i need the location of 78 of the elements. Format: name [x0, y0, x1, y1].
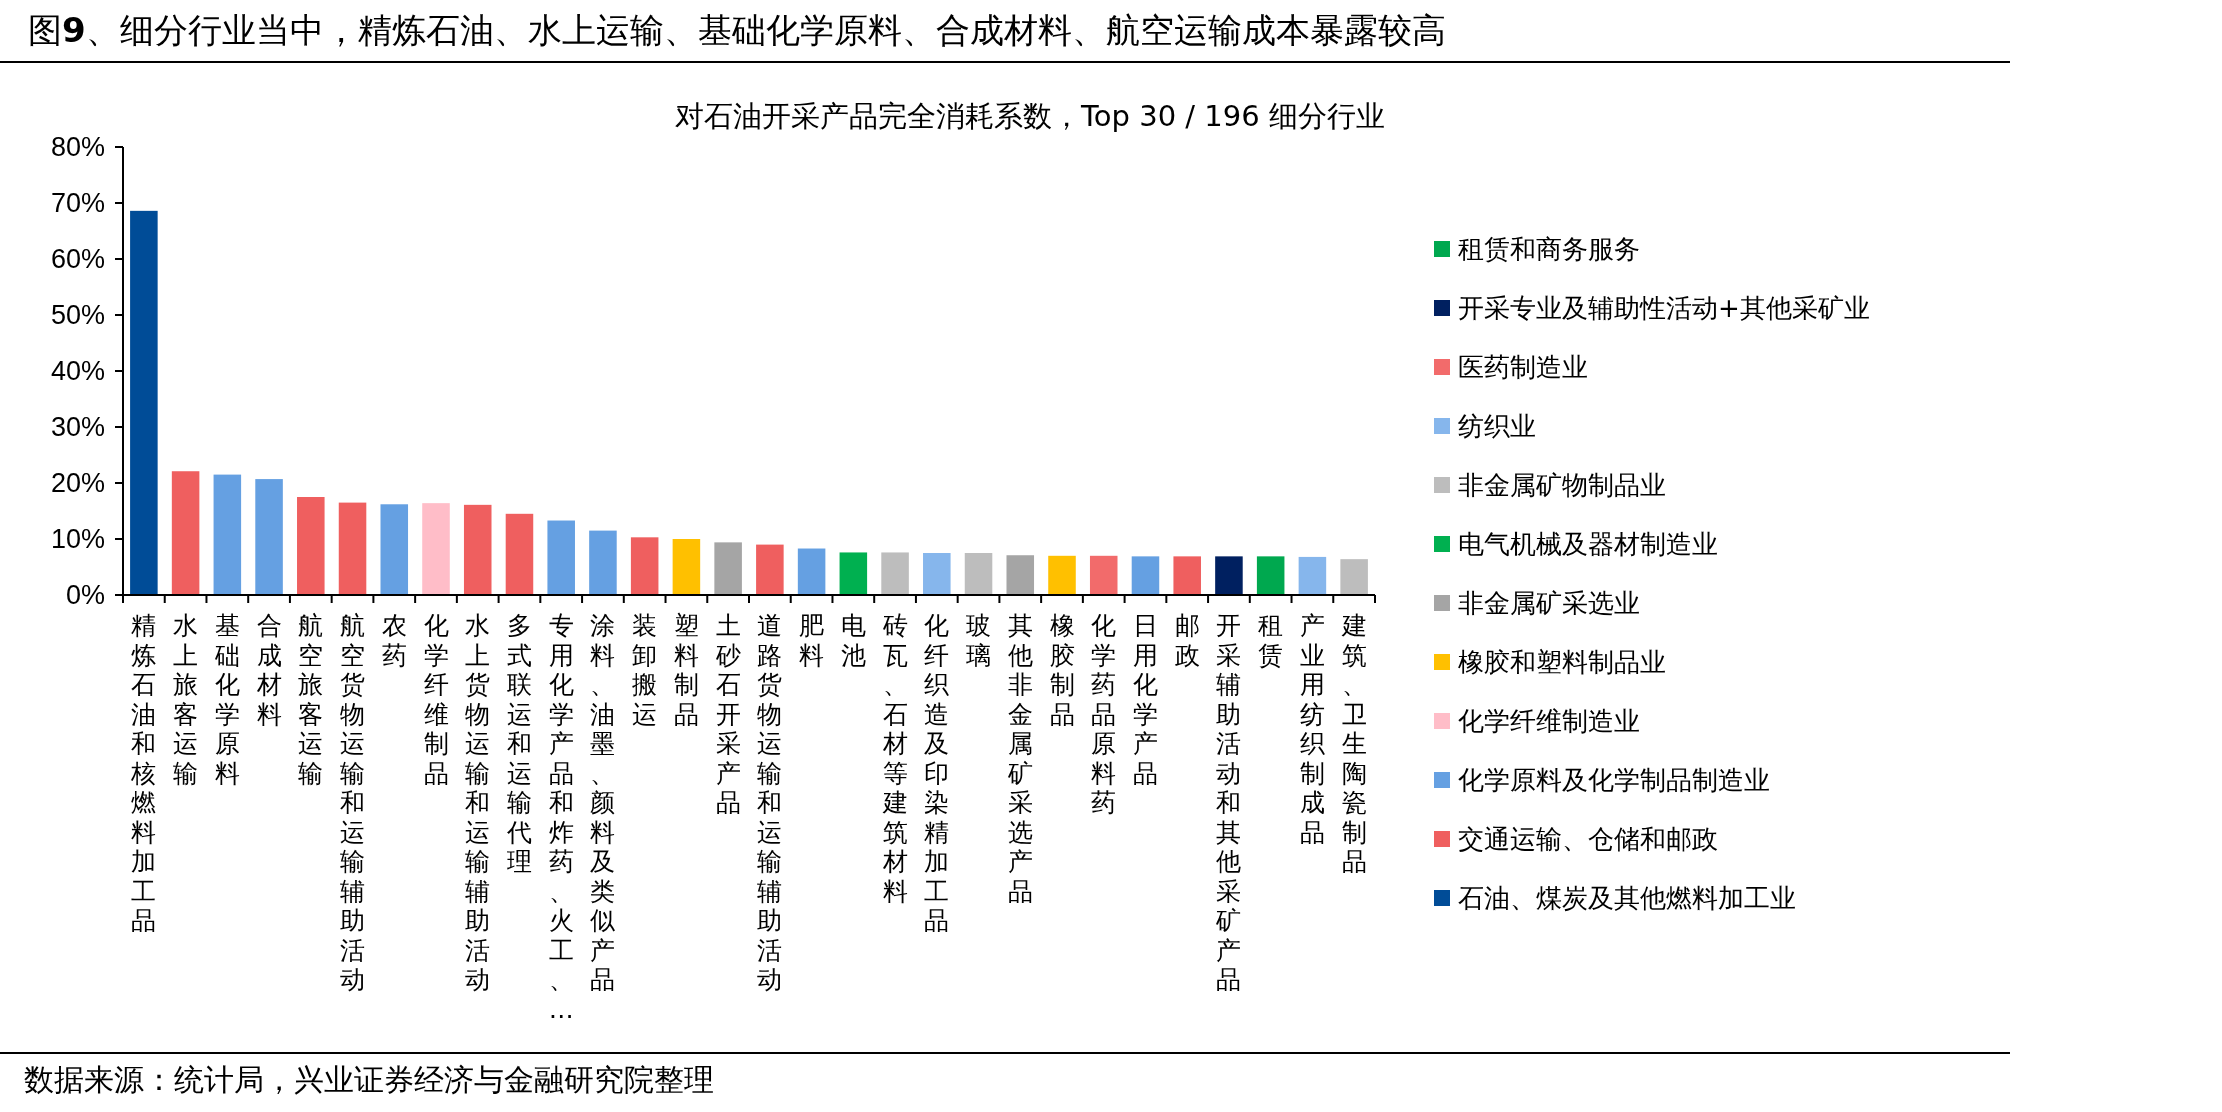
- x-tick-label: 租赁: [1258, 611, 1284, 670]
- legend-label: 石油、煤炭及其他燃料加工业: [1458, 883, 1796, 913]
- legend-label: 医药制造业: [1458, 352, 1588, 382]
- legend-label: 化学纤维制造业: [1458, 706, 1640, 736]
- x-tick-label: 化学药品原料药: [1091, 611, 1117, 817]
- x-tick-label: 橡胶制品: [1049, 611, 1075, 729]
- chart-title: 图9、细分行业当中，精炼石油、水上运输、基础化学原料、合成材料、航空运输成本暴露较高: [28, 10, 1446, 50]
- chart-subtitle: 对石油开采产品完全消耗系数，Top 30 / 196 细分行业: [675, 99, 1385, 133]
- category-label: 专用化学产品和炸药、火工、…: [548, 611, 574, 1024]
- bar: [505, 513, 534, 595]
- category-label: 精炼石油和核燃料加工品: [131, 611, 157, 935]
- legend-label: 开采专业及辅助性活动+其他采矿业: [1458, 293, 1870, 323]
- legend-label: 交通运输、仓储和邮政: [1458, 824, 1718, 854]
- bar: [923, 553, 951, 595]
- bar: [463, 504, 492, 595]
- source-note: 数据来源：统计局，兴业证券经济与金融研究院整理: [24, 1062, 714, 1097]
- category-label: 航空货物运输和运输辅助活动: [340, 611, 366, 994]
- bar: [1131, 556, 1160, 595]
- y-tick-label: 10%: [50, 524, 105, 554]
- y-tick-label: 20%: [50, 468, 105, 498]
- x-tick-label: 化学纤维制品: [423, 611, 449, 788]
- bar: [589, 530, 617, 595]
- x-tick-label: 航空旅客运输: [298, 611, 324, 788]
- bar: [881, 552, 909, 595]
- x-tick-label: 邮政: [1174, 611, 1200, 670]
- y-tick-label: 80%: [50, 132, 105, 162]
- legend-label: 化学原料及化学制品制造业: [1458, 765, 1770, 795]
- legend-label: 非金属矿采选业: [1458, 588, 1640, 618]
- x-tick-label: 水上旅客运输: [173, 611, 199, 788]
- category-label: 道路货物运输和运输辅助活动: [757, 611, 783, 994]
- y-tick-label: 60%: [50, 244, 105, 274]
- bar: [547, 520, 575, 595]
- bar: [1340, 559, 1368, 595]
- bar: [255, 479, 283, 595]
- x-tick-label: 玻璃: [966, 611, 992, 670]
- legend-label: 纺织业: [1458, 411, 1536, 441]
- bar: [672, 539, 701, 595]
- x-tick-label: 日用化学产品: [1132, 611, 1158, 788]
- bar: [630, 537, 659, 595]
- bar: [1298, 556, 1327, 595]
- x-tick-label: 农药: [381, 611, 407, 670]
- x-tick-label: 合成材料: [255, 611, 282, 729]
- bar: [1006, 555, 1035, 595]
- bar: [964, 553, 993, 595]
- x-tick-label: 基础化学原料: [213, 611, 240, 788]
- bar: [338, 502, 367, 595]
- bar: [297, 497, 325, 595]
- bar: [797, 548, 826, 595]
- y-tick-label: 30%: [50, 412, 105, 442]
- legend-label: 租赁和商务服务: [1458, 234, 1640, 264]
- category-label: 水上货物运输和运输辅助活动: [465, 611, 491, 994]
- category-label: 其他非金属矿采选产品: [1007, 611, 1033, 906]
- category-label: 涂料、油墨、颜料及类似产品: [590, 611, 616, 994]
- x-tick-label: 装卸搬运: [632, 611, 658, 729]
- category-label: 建筑、卫生陶瓷制品: [1341, 611, 1367, 876]
- bar: [213, 474, 242, 595]
- y-tick-label: 70%: [50, 188, 105, 218]
- legend-label: 非金属矿物制品业: [1458, 470, 1666, 500]
- legend-label: 橡胶和塑料制品业: [1458, 647, 1666, 677]
- x-tick-label: 肥料: [799, 611, 825, 670]
- bar: [756, 544, 784, 595]
- y-tick-label: 50%: [50, 300, 105, 330]
- x-tick-label: 塑料制品: [673, 611, 699, 729]
- bar: [1048, 555, 1076, 595]
- bar: [380, 504, 409, 595]
- bar: [171, 471, 200, 595]
- category-label: 化纤织造及印染精加工品: [924, 611, 950, 935]
- bar: [714, 542, 742, 595]
- category-label: 开采辅助活动和其他采矿产品: [1216, 611, 1242, 994]
- x-tick-label: 土砂石开采产品: [714, 611, 741, 817]
- bar: [1173, 556, 1201, 595]
- x-tick-label: 电池: [840, 611, 866, 670]
- x-tick-label: 产业用纺织制成品: [1299, 611, 1325, 847]
- legend-label: 电气机械及器材制造业: [1458, 529, 1718, 559]
- y-tick-label: 0%: [65, 580, 105, 610]
- category-label: 多式联运和运输代理: [506, 611, 532, 876]
- category-label: 砖瓦、石材等建筑材料: [882, 611, 908, 906]
- y-tick-label: 40%: [50, 356, 105, 386]
